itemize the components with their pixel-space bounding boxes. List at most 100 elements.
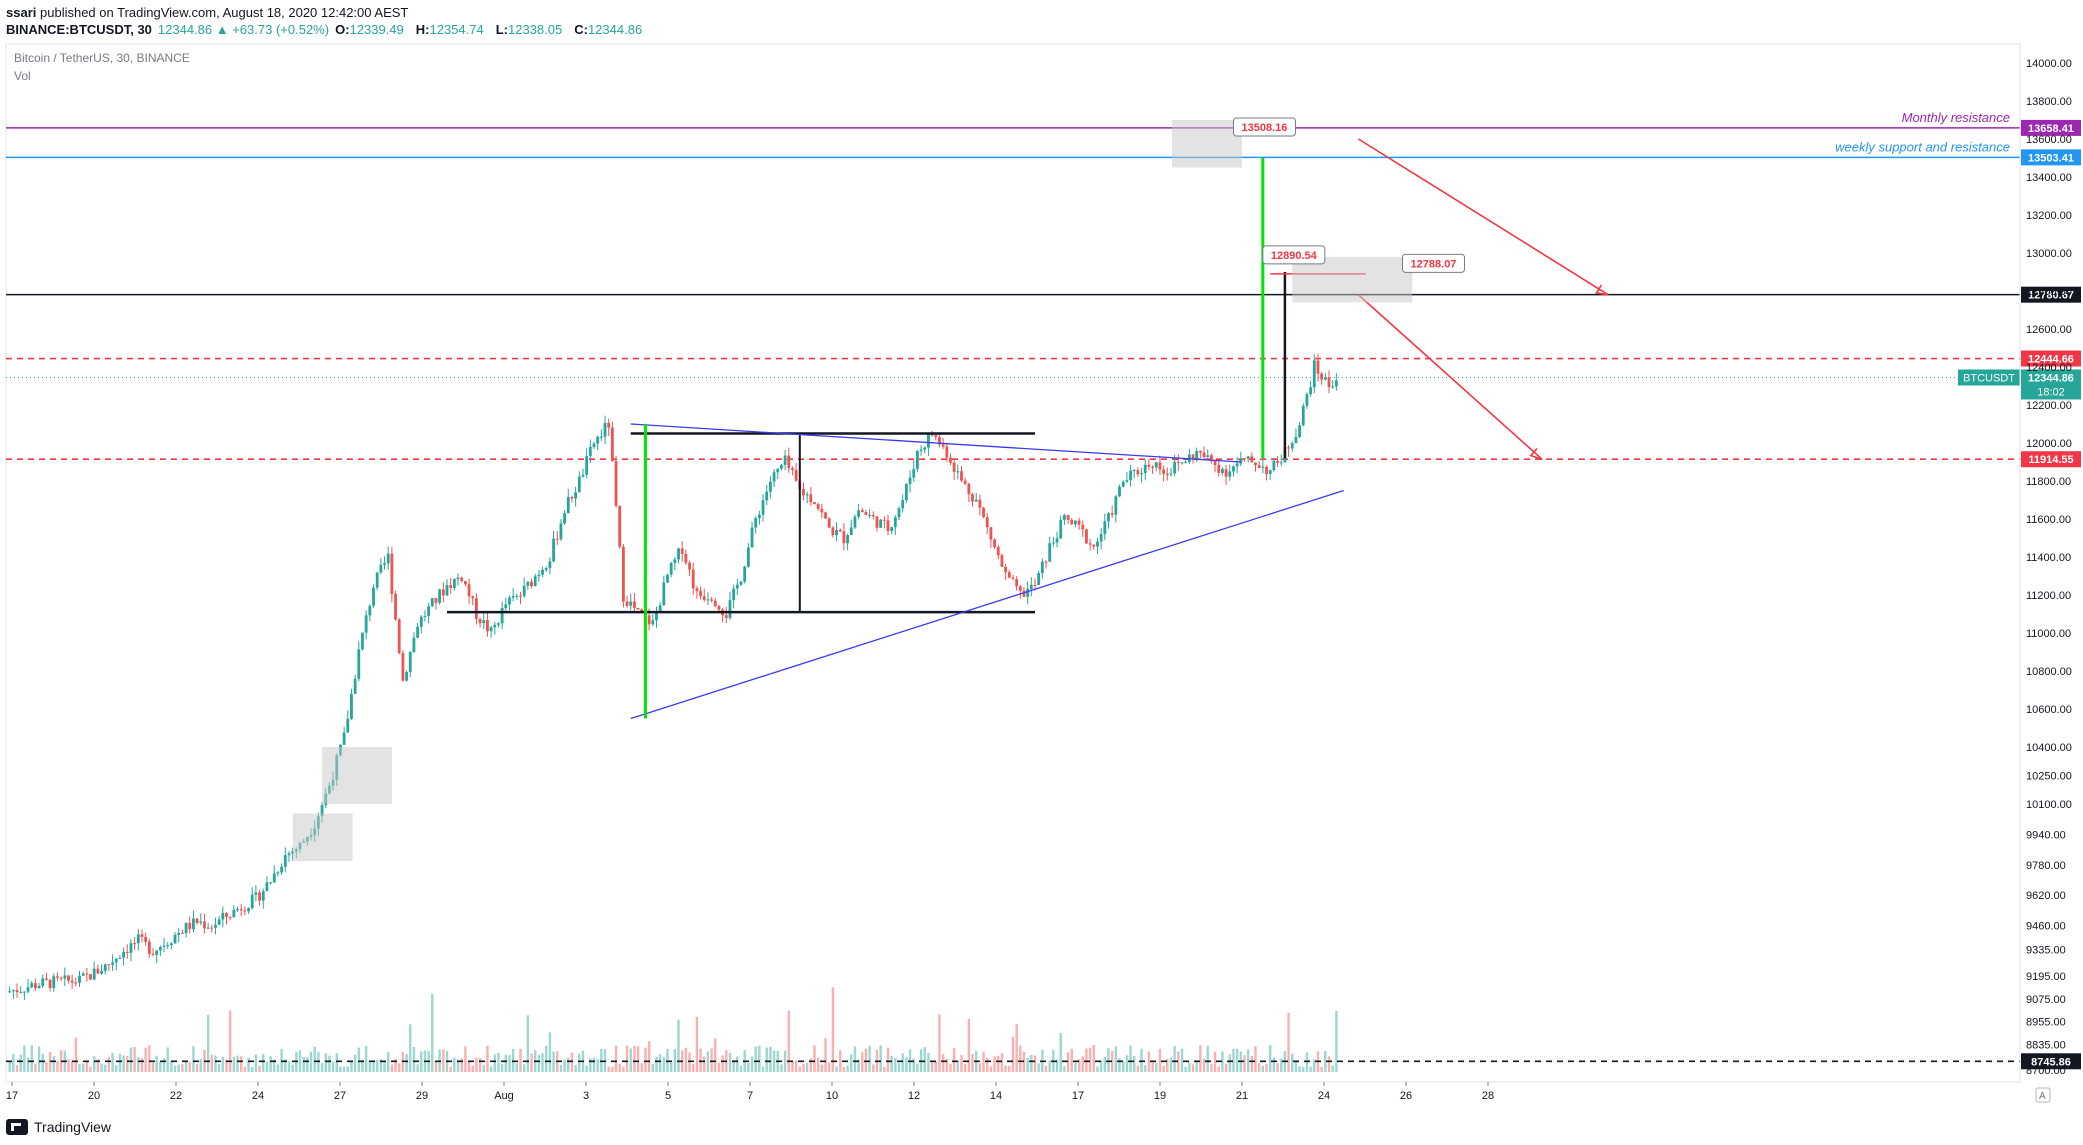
volume-bar — [1199, 1045, 1202, 1072]
candle-body — [1000, 555, 1004, 567]
candle-body — [1048, 543, 1052, 562]
candle-body — [897, 508, 901, 518]
candle-body — [22, 991, 26, 993]
candle-body — [475, 598, 478, 620]
candle-body — [1092, 544, 1096, 547]
candle-body — [875, 516, 879, 528]
volume-bar — [265, 1061, 269, 1072]
candle-body — [780, 464, 783, 469]
time-axis[interactable]: 17 20 22 24 27 29 Aug 3 5 7 10 12 14 17 19 21 24 26 28 — [6, 1082, 1494, 1102]
candle-body — [805, 494, 809, 496]
volume-bar — [816, 1057, 820, 1072]
volume-bar — [368, 1060, 372, 1072]
volume-bar — [1008, 1065, 1011, 1072]
settings-glyph-icon[interactable]: A — [2039, 1091, 2046, 1102]
volume-bar — [732, 1059, 735, 1072]
volume-bar — [651, 1063, 654, 1072]
volume-bar — [890, 1055, 893, 1072]
volume-bar — [181, 1064, 184, 1072]
candle-body — [85, 973, 89, 975]
price-tick-label: 10400.00 — [2026, 742, 2072, 754]
candle-body — [390, 553, 394, 594]
volume-bar — [886, 1047, 890, 1072]
candle-body — [1221, 469, 1224, 473]
volume-bar — [1074, 1062, 1077, 1072]
candle-body — [1004, 566, 1007, 573]
candle-body — [974, 499, 978, 502]
candle-body — [923, 447, 927, 450]
o-label: O: — [335, 22, 350, 37]
volume-bar — [1291, 1053, 1294, 1072]
volume-bar — [1114, 1046, 1118, 1072]
volume-bar — [592, 1057, 596, 1072]
volume-bar — [563, 1059, 566, 1072]
volume-bar — [1280, 1058, 1283, 1072]
candle-body — [70, 980, 74, 983]
volume-bar — [442, 1049, 445, 1072]
candle-body — [1103, 521, 1107, 534]
candle-body — [383, 563, 386, 565]
candle-body — [1198, 450, 1202, 453]
candle-body — [1110, 513, 1114, 515]
candle-body — [1287, 447, 1290, 449]
volume-bar — [883, 1066, 886, 1072]
candle-body — [258, 892, 261, 901]
candle-body — [206, 927, 210, 929]
volume-bar — [1272, 1057, 1276, 1072]
settings-icon[interactable] — [2035, 1087, 2051, 1103]
volume-bar — [938, 1014, 941, 1072]
bar-countdown: 18:02 — [2037, 386, 2065, 398]
volume-bar — [8, 1061, 11, 1072]
candle-body — [265, 882, 269, 892]
candle-body — [956, 471, 960, 473]
candle-body — [199, 921, 203, 923]
candle-body — [78, 975, 81, 983]
candle-body — [48, 979, 52, 989]
volume-bar — [662, 1056, 666, 1072]
candle-body — [912, 468, 916, 478]
candle-body — [486, 619, 489, 632]
volume-bar — [1302, 1066, 1305, 1072]
volume-bar — [772, 1050, 776, 1072]
volume-bar — [269, 1056, 272, 1072]
level-price-label: 12780.67 — [2028, 290, 2074, 302]
triangle-upper-trendline — [630, 423, 1241, 463]
candle-body — [1250, 456, 1254, 463]
candle-body — [599, 436, 603, 438]
volume-bar — [541, 1053, 544, 1072]
volume-bar — [805, 1062, 809, 1072]
volume-bar — [828, 1062, 831, 1072]
publisher-user[interactable]: ssari — [6, 5, 37, 20]
volume-bar — [1085, 1048, 1088, 1072]
volume-bar — [1019, 1045, 1022, 1072]
candle-body — [1015, 579, 1019, 587]
candle-body — [684, 553, 688, 563]
footer-brand[interactable]: TradingView — [6, 1119, 111, 1135]
candle-body — [945, 446, 949, 458]
candle-body — [372, 587, 375, 606]
volume-bar — [335, 1053, 338, 1072]
candle-body — [1323, 377, 1327, 380]
time-tick-label: 29 — [416, 1090, 428, 1102]
candle-body — [625, 601, 629, 606]
volume-bar — [636, 1046, 640, 1072]
volume-bar — [309, 1051, 313, 1072]
volume-bar — [140, 1058, 144, 1072]
zone-highlight — [1172, 120, 1242, 168]
volume-bar — [769, 1046, 772, 1072]
drawings: 13508.16 12890.54 12788.07 — [292, 117, 1609, 861]
symbol-label[interactable]: BINANCE:BTCUSDT, 30 — [6, 22, 152, 37]
candle-body — [26, 987, 30, 992]
volume-bar — [162, 1058, 166, 1072]
time-tick-label: 10 — [826, 1090, 838, 1102]
volume-bar — [515, 1063, 519, 1072]
price-axis[interactable]: 14000.00 13800.00 13600.00 13400.00 13200.00… — [2026, 58, 2072, 1077]
price-tick-label: 14000.00 — [2026, 58, 2072, 70]
candle-body — [849, 527, 853, 536]
candle-body — [559, 523, 563, 540]
candle-body — [776, 468, 780, 473]
h-value: 12354.74 — [429, 22, 484, 37]
candle-body — [952, 462, 956, 472]
volume-bar — [254, 1054, 258, 1072]
